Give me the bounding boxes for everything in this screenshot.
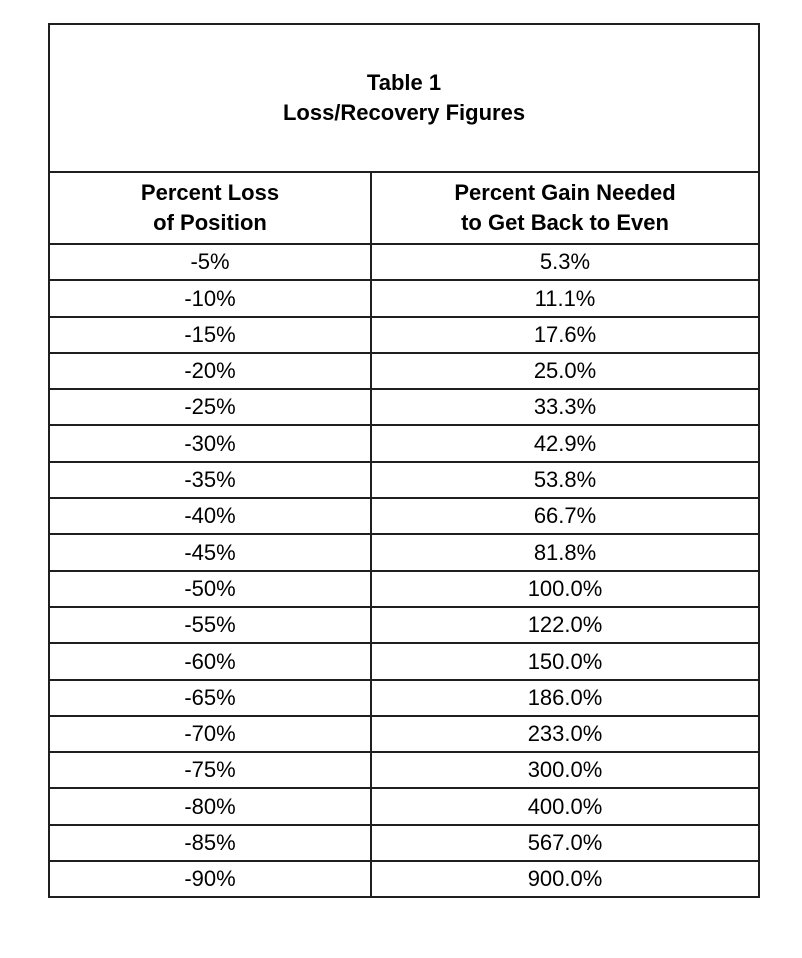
table-row: -5% 5.3% xyxy=(48,242,761,282)
table-body: -5% 5.3% -10% 11.1% -15% 17.6% -20% 25.0% -25% 33… xyxy=(48,242,761,899)
table-row: -10% 11.1% xyxy=(48,279,761,318)
loss-cell: -70% xyxy=(48,714,372,754)
loss-cell: -50% xyxy=(48,569,372,608)
loss-cell: -55% xyxy=(48,605,372,645)
table-row: -60% 150.0% xyxy=(48,642,761,681)
loss-cell: -90% xyxy=(48,860,372,899)
gain-cell: 100.0% xyxy=(369,569,761,608)
title-row: Table 1 Loss/Recovery Figures xyxy=(47,23,761,173)
table-row: -30% 42.9% xyxy=(48,424,761,463)
gain-cell: 11.1% xyxy=(369,279,761,318)
table-row: -25% 33.3% xyxy=(48,388,761,427)
table-row: -80% 400.0% xyxy=(48,787,761,826)
loss-cell: -85% xyxy=(48,823,372,863)
loss-cell: -60% xyxy=(48,642,372,681)
gain-cell: 186.0% xyxy=(369,678,761,717)
loss-cell: -45% xyxy=(48,533,372,572)
column-header-percent-gain-line1: Percent Gain Needed xyxy=(454,180,676,206)
loss-cell: -65% xyxy=(48,678,372,717)
table-row: -70% 233.0% xyxy=(48,714,761,754)
gain-cell: 233.0% xyxy=(369,714,761,754)
table-row: -40% 66.7% xyxy=(48,497,761,536)
gain-cell: 5.3% xyxy=(369,242,761,282)
table-title-line2: Loss/Recovery Figures xyxy=(282,100,526,125)
loss-cell: -75% xyxy=(48,751,372,790)
table-title: Table 1 Loss/Recovery Figures xyxy=(47,23,761,173)
table-row: -15% 17.6% xyxy=(48,315,761,354)
table-row: -85% 567.0% xyxy=(48,823,761,863)
table-row: -75% 300.0% xyxy=(48,751,761,790)
table-row: -35% 53.8% xyxy=(48,460,761,500)
loss-cell: -20% xyxy=(48,351,372,391)
loss-cell: -40% xyxy=(48,497,372,536)
table-row: -90% 900.0% xyxy=(48,860,761,899)
gain-cell: 122.0% xyxy=(369,605,761,645)
table-row: -20% 25.0% xyxy=(48,351,761,391)
gain-cell: 300.0% xyxy=(369,751,761,790)
loss-cell: -35% xyxy=(48,460,372,500)
gain-cell: 81.8% xyxy=(369,533,761,572)
gain-cell: 150.0% xyxy=(369,642,761,681)
gain-cell: 25.0% xyxy=(369,351,761,391)
gain-cell: 567.0% xyxy=(369,823,761,863)
loss-cell: -80% xyxy=(48,787,372,826)
column-header-percent-loss: Percent Loss of Position xyxy=(48,171,372,245)
loss-recovery-table: Table 1 Loss/Recovery Figures Percent Lo… xyxy=(47,23,761,899)
table-row: -55% 122.0% xyxy=(48,605,761,645)
gain-cell: 33.3% xyxy=(369,388,761,427)
gain-cell: 900.0% xyxy=(369,860,761,899)
column-header-percent-gain-line2: to Get Back to Even xyxy=(461,210,669,235)
loss-cell: -30% xyxy=(48,424,372,463)
column-header-percent-gain: Percent Gain Needed to Get Back to Even xyxy=(369,171,761,245)
loss-cell: -10% xyxy=(48,279,372,318)
column-header-percent-loss-line2: of Position xyxy=(153,210,267,235)
loss-cell: -5% xyxy=(48,242,372,282)
table-row: -65% 186.0% xyxy=(48,678,761,717)
gain-cell: 17.6% xyxy=(369,315,761,354)
loss-cell: -25% xyxy=(48,388,372,427)
table-row: -50% 100.0% xyxy=(48,569,761,608)
gain-cell: 42.9% xyxy=(369,424,761,463)
table-title-line1: Table 1 xyxy=(366,70,442,96)
gain-cell: 53.8% xyxy=(369,460,761,500)
loss-cell: -15% xyxy=(48,315,372,354)
gain-cell: 400.0% xyxy=(369,787,761,826)
gain-cell: 66.7% xyxy=(369,497,761,536)
column-header-percent-loss-line1: Percent Loss xyxy=(140,180,280,206)
header-row: Percent Loss of Position Percent Gain Ne… xyxy=(48,171,761,245)
table-row: -45% 81.8% xyxy=(48,533,761,572)
